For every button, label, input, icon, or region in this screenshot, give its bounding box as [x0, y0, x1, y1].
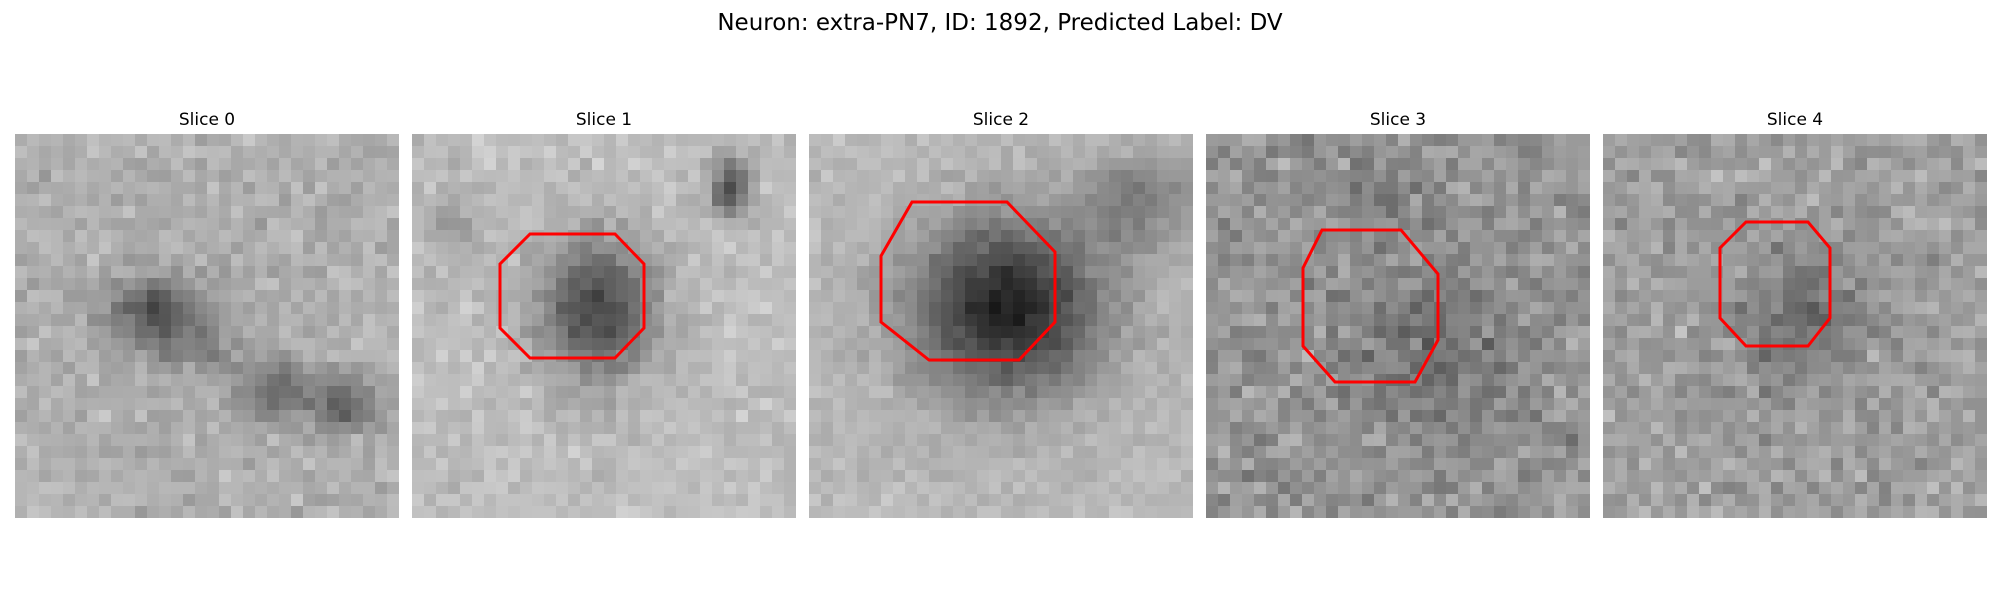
roi-contour	[1718, 220, 1832, 348]
panel-title: Slice 0	[178, 110, 236, 130]
slice-image	[15, 134, 399, 518]
grayscale-microscopy-image	[412, 134, 796, 518]
slice-image	[1603, 134, 1987, 518]
grayscale-microscopy-image	[1206, 134, 1590, 518]
grayscale-microscopy-image	[809, 134, 1193, 518]
figure-title: Neuron: extra-PN7, ID: 1892, Predicted L…	[717, 10, 1283, 36]
grayscale-microscopy-image	[1603, 134, 1987, 518]
slice-image	[1206, 134, 1590, 518]
panel-title: Slice 3	[1369, 110, 1427, 130]
grayscale-microscopy-image	[15, 134, 399, 518]
slice-image	[809, 134, 1193, 518]
panel-title: Slice 4	[1766, 110, 1824, 130]
roi-contour	[498, 232, 646, 360]
roi-contour	[1301, 228, 1440, 384]
slice-image	[412, 134, 796, 518]
roi-contour	[879, 200, 1057, 362]
panel-title: Slice 1	[575, 110, 633, 130]
panel-title: Slice 2	[972, 110, 1030, 130]
